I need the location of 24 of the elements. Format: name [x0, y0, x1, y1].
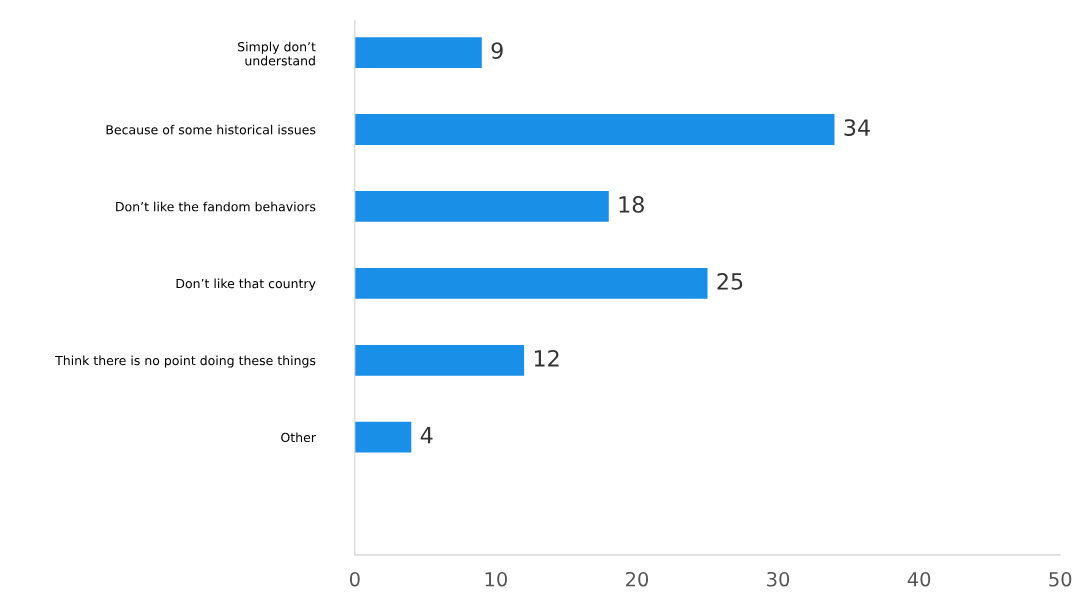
bar [354, 114, 835, 145]
x-tick-label: 10 [485, 571, 507, 587]
data-label: 25 [717, 272, 743, 290]
data-label: 4 [420, 427, 433, 444]
x-tick-label: 20 [626, 571, 649, 587]
y-tick-label: Think there is no point doing these things [55, 355, 316, 368]
bar [354, 191, 609, 222]
x-tick-label: 30 [767, 571, 790, 587]
y-tick-label: Don’t like that country [176, 278, 316, 291]
data-label: 12 [534, 349, 559, 367]
bar [354, 37, 482, 68]
x-tick-label: 50 [1049, 571, 1072, 587]
data-label: 34 [844, 119, 870, 136]
y-tick-label: Other [281, 432, 316, 443]
y-tick-label: Because of some historical issues [106, 124, 316, 135]
y-tick-label: Don’t like the fandom behaviors [116, 201, 316, 212]
data-label: 18 [619, 196, 644, 213]
x-tick-label: 0 [349, 571, 360, 587]
y-tick-label: Simply don’t understand [238, 41, 316, 66]
x-tick-label: 40 [907, 571, 931, 587]
data-label: 9 [491, 42, 503, 60]
bar [354, 344, 525, 376]
bar [354, 267, 708, 299]
bar [354, 421, 412, 453]
